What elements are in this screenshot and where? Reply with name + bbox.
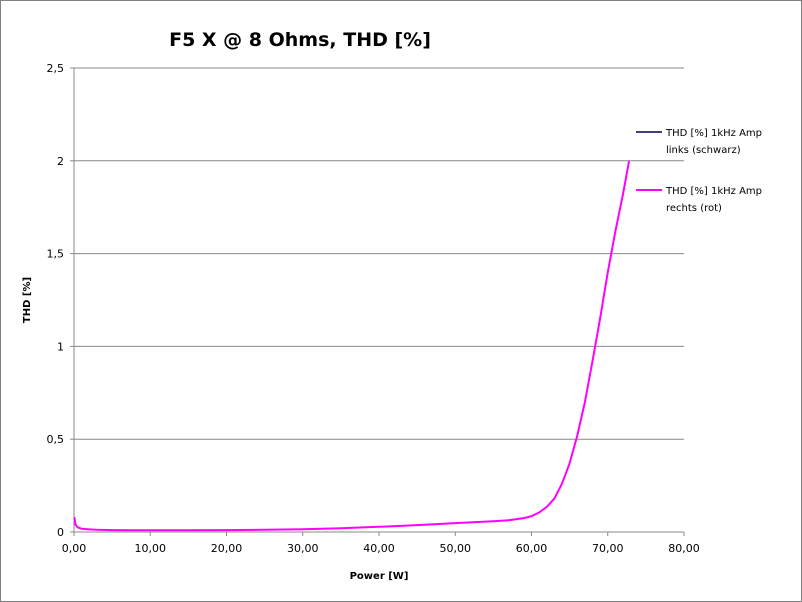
x-tick-label-3: 30,00 [287, 542, 319, 555]
x-tick-label-2: 20,00 [211, 542, 243, 555]
x-tick-label-5: 50,00 [440, 542, 472, 555]
y-tick-label-2: 1 [57, 340, 64, 353]
legend-label-0-1: links (schwarz) [666, 145, 741, 156]
x-tick-label-0: 0,00 [62, 542, 87, 555]
legend-label-1-0: THD [%] 1kHz Amp [665, 186, 762, 197]
chart-title: F5 X @ 8 Ohms, THD [%] [169, 29, 431, 51]
y-axis-title: THD [%] [22, 277, 33, 323]
gridlines [74, 67, 684, 440]
y-tick-label-1: 0,5 [47, 433, 65, 446]
x-axis-title: Power [W] [350, 571, 409, 582]
y-tick-label-3: 1,5 [47, 248, 65, 261]
legend-label-1-1: rechts (rot) [666, 203, 722, 214]
y-tick-label-4: 2 [57, 155, 64, 168]
x-tick-label-8: 80,00 [668, 542, 700, 555]
x-tick-label-6: 60,00 [516, 542, 548, 555]
x-tick-label-1: 10,00 [135, 542, 167, 555]
series-line-1 [73, 160, 631, 532]
x-tick-label-7: 70,00 [592, 542, 624, 555]
y-tick-label-5: 2,5 [47, 62, 65, 75]
axes [73, 68, 684, 533]
x-tick-label-4: 40,00 [363, 542, 395, 555]
series-lines [73, 160, 631, 532]
x-tick-labels: 0,00 10,00 20,00 30,00 40,00 50,00 60,00 70,00 8… [62, 532, 700, 555]
legend: THD [%] 1kHz Amp links (schwarz) THD [%] 1… [636, 128, 762, 214]
legend-label-0-0: THD [%] 1kHz Amp [665, 128, 762, 139]
y-tick-label-0: 0 [57, 526, 64, 539]
y-tick-labels: 0 0,5 1 1,5 2 2,5 [47, 62, 74, 539]
